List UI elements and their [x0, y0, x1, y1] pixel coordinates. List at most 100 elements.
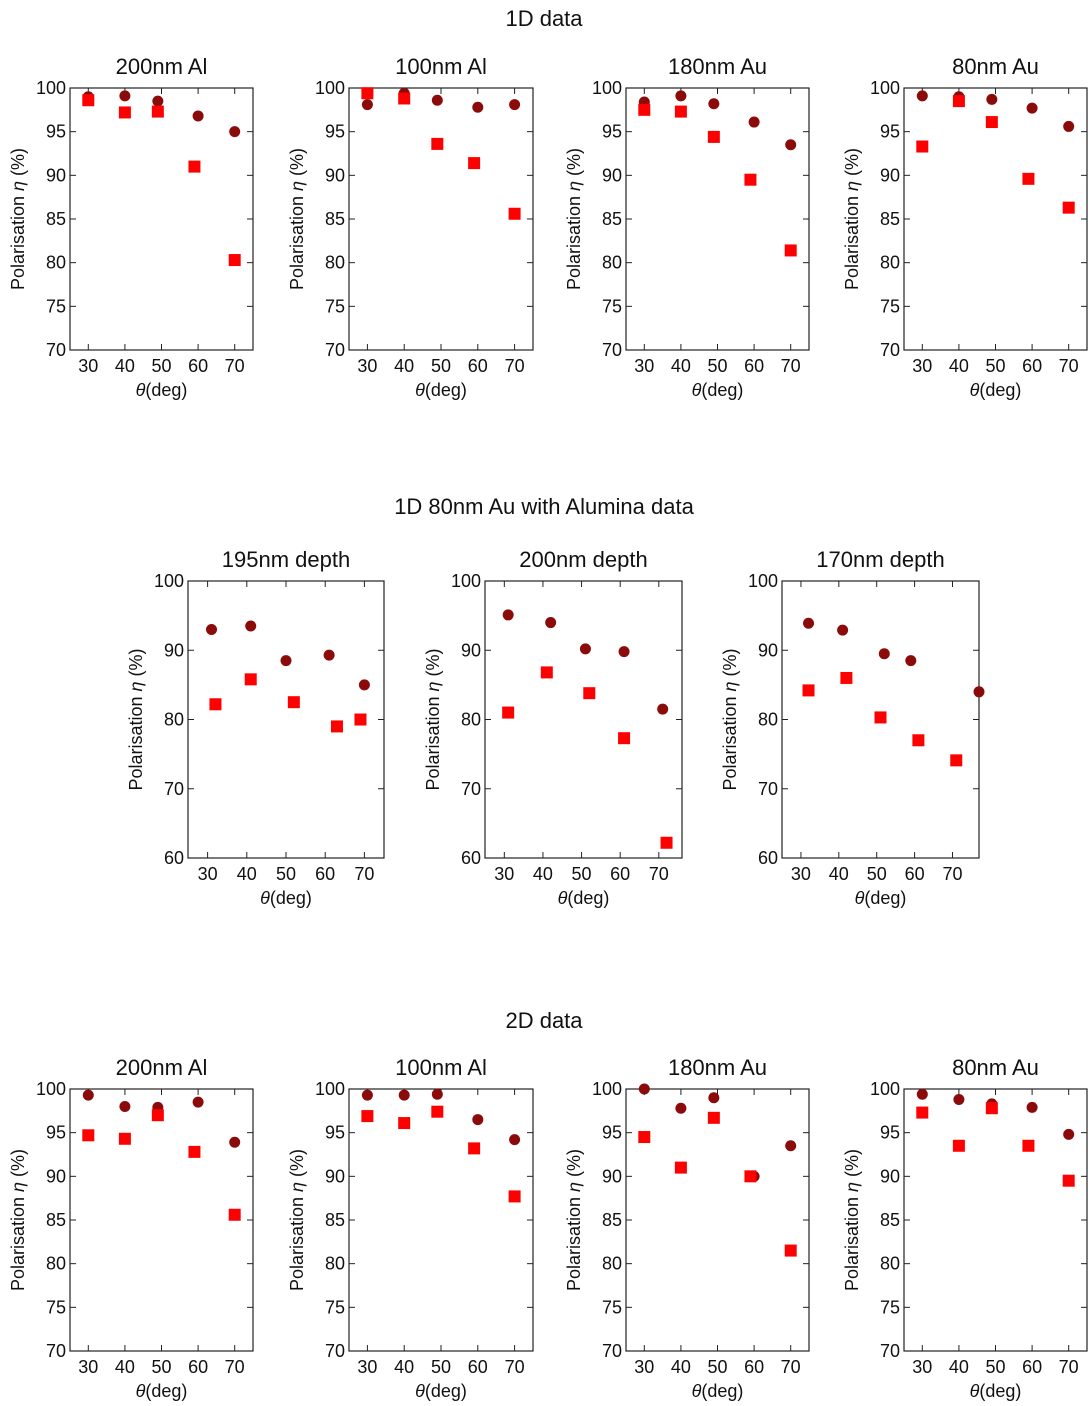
x-tick-label: 70	[225, 356, 245, 376]
x-axis-unit: (deg)	[701, 1381, 743, 1401]
section-title-alumina: 1D 80nm Au with Alumina data	[394, 494, 694, 519]
x-axis-unit: (deg)	[979, 380, 1021, 400]
x-axis-label: θ(deg)	[260, 888, 312, 908]
data-point-square	[985, 1102, 998, 1115]
eta-symbol: η	[842, 1182, 862, 1192]
panel: 200nm Al 30 40 50 60 70 70 75 80 85 90 95 100 θ(deg) P…	[8, 54, 254, 400]
panel-title: 200nm Al	[116, 1055, 208, 1080]
y-axis-label: Polarisation η (%)	[564, 1149, 584, 1291]
theta-symbol: θ	[136, 380, 146, 400]
y-axis-text: Polarisation	[287, 1192, 307, 1291]
x-axis-label: θ(deg)	[415, 1381, 467, 1401]
data-point-square	[950, 754, 963, 767]
y-tick-label: 80	[602, 253, 622, 273]
panel: 200nm depth 30 40 50 60 70 60 70 80 90 100 θ(deg) Po…	[423, 547, 683, 908]
y-tick-label: 70	[46, 340, 66, 360]
x-tick-label: 40	[829, 864, 849, 884]
panel: 195nm depth 30 40 50 60 70 60 70 80 90 100 θ(deg) Po…	[126, 547, 385, 908]
panel-title: 180nm Au	[668, 1055, 767, 1080]
x-axis-label: θ(deg)	[855, 888, 907, 908]
data-point-square	[674, 105, 687, 118]
y-axis-label: Polarisation η (%)	[720, 648, 740, 790]
data-point-square	[82, 1129, 95, 1142]
data-point-circle	[280, 655, 292, 667]
y-axis-unit: (%)	[8, 148, 28, 181]
x-tick-label: 60	[315, 864, 335, 884]
y-axis-unit: (%)	[423, 648, 443, 681]
eta-symbol: η	[842, 181, 862, 191]
data-point-square	[398, 92, 411, 105]
data-point-square	[840, 671, 853, 684]
data-point-square	[674, 1161, 687, 1174]
y-tick-label: 90	[46, 1166, 66, 1186]
y-tick-label: 90	[602, 165, 622, 185]
data-point-square	[508, 1190, 521, 1203]
data-point-circle	[545, 617, 557, 629]
data-point-circle	[358, 679, 370, 691]
data-point-circle	[618, 646, 630, 658]
y-axis-unit: (%)	[126, 648, 146, 681]
y-tick-label: 80	[325, 1254, 345, 1274]
x-tick-label: 50	[985, 356, 1005, 376]
eta-symbol: η	[564, 181, 584, 191]
y-tick-label: 90	[758, 640, 778, 660]
y-axis-text: Polarisation	[8, 1192, 28, 1291]
panel-title: 195nm depth	[222, 547, 350, 572]
y-tick-label: 75	[325, 296, 345, 316]
y-tick-label: 75	[602, 296, 622, 316]
x-tick-label: 30	[912, 1357, 932, 1377]
x-tick-label: 30	[494, 864, 514, 884]
data-point-circle	[323, 649, 335, 661]
plot-frame	[625, 1088, 810, 1352]
panel: 100nm Al 30 40 50 60 70 70 75 80 85 90 95 100 θ(deg) P…	[287, 54, 534, 400]
data-point-square	[118, 1132, 131, 1145]
x-tick-label: 70	[505, 1357, 525, 1377]
data-point-square	[468, 1142, 481, 1155]
y-axis-label: Polarisation η (%)	[564, 148, 584, 290]
x-tick-label: 60	[744, 1357, 764, 1377]
x-tick-label: 50	[276, 864, 296, 884]
data-point-square	[1062, 1174, 1075, 1187]
y-tick-label: 75	[880, 296, 900, 316]
y-tick-label: 95	[880, 122, 900, 142]
y-axis-text: Polarisation	[8, 191, 28, 290]
y-axis-label: Polarisation η (%)	[287, 1149, 307, 1291]
data-point-circle	[229, 126, 241, 138]
panel: 80nm Au 30 40 50 60 70 70 75 80 85 90 95 100 θ(deg) Po…	[842, 1055, 1088, 1401]
y-tick-label: 90	[325, 165, 345, 185]
data-point-circle	[245, 620, 257, 632]
data-point-square	[287, 696, 300, 709]
data-point-square	[540, 666, 553, 679]
section-title-2d: 2D data	[505, 1008, 583, 1033]
data-point-circle	[675, 90, 687, 102]
data-point-circle	[119, 1100, 131, 1112]
y-axis-text: Polarisation	[423, 691, 443, 790]
data-point-circle	[986, 93, 998, 105]
panel-title: 100nm Al	[395, 1055, 487, 1080]
x-tick-label: 50	[431, 1357, 451, 1377]
data-point-square	[431, 137, 444, 150]
section-title-1d: 1D data	[505, 6, 583, 31]
x-tick-label: 50	[151, 356, 171, 376]
x-tick-label: 60	[468, 1357, 488, 1377]
data-point-circle	[361, 99, 373, 111]
data-point-square	[354, 713, 367, 726]
y-axis-text: Polarisation	[564, 1192, 584, 1291]
y-tick-label: 70	[880, 340, 900, 360]
x-tick-label: 70	[505, 356, 525, 376]
y-tick-label: 80	[461, 710, 481, 730]
x-tick-label: 60	[905, 864, 925, 884]
data-point-circle	[785, 1140, 797, 1152]
data-point-circle	[579, 643, 591, 655]
theta-symbol: θ	[855, 888, 865, 908]
data-point-circle	[192, 1096, 204, 1108]
y-axis-text: Polarisation	[720, 691, 740, 790]
data-point-square	[151, 105, 164, 118]
y-tick-label: 70	[325, 340, 345, 360]
y-axis-text: Polarisation	[842, 191, 862, 290]
y-tick-label: 80	[758, 710, 778, 730]
y-tick-label: 95	[602, 1123, 622, 1143]
y-axis-text: Polarisation	[564, 191, 584, 290]
y-tick-label: 90	[46, 165, 66, 185]
